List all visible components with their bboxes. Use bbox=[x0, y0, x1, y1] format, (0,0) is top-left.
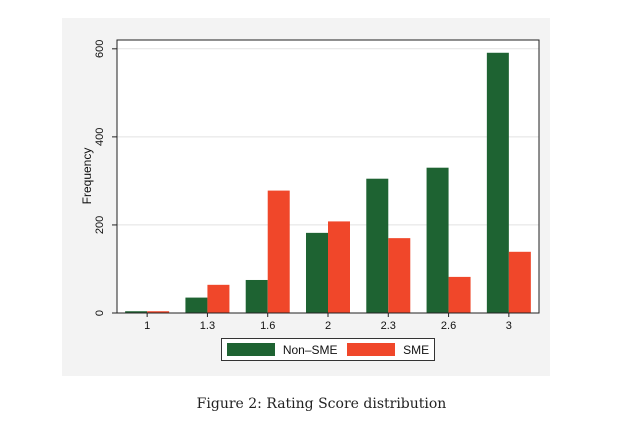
bars bbox=[125, 52, 531, 314]
legend: Non–SME SME bbox=[221, 338, 435, 361]
x-tick-label: 2 bbox=[325, 320, 331, 332]
figure-caption: Figure 2: Rating Score distribution bbox=[196, 396, 447, 412]
bar-sme-1-6 bbox=[267, 190, 290, 313]
legend-swatch-sme bbox=[347, 343, 396, 356]
x-tick-label: 1.3 bbox=[200, 320, 215, 332]
legend-item-sme: SME bbox=[347, 343, 429, 357]
legend-swatch-non-sme bbox=[226, 343, 275, 356]
bar-non-sme-3 bbox=[486, 52, 509, 314]
bar-non-sme-2-3 bbox=[366, 178, 389, 313]
bar-sme-3 bbox=[508, 251, 531, 313]
x-tick-label: 2.6 bbox=[441, 320, 456, 332]
bar-non-sme-1-6 bbox=[245, 279, 268, 313]
x-tick-label: 3 bbox=[506, 320, 512, 332]
y-tick-label: 600 bbox=[94, 40, 106, 58]
y-tick-label: 200 bbox=[94, 216, 106, 234]
bar-non-sme-1-3 bbox=[185, 297, 208, 313]
y-tick-label: 400 bbox=[94, 128, 106, 146]
bar-sme-2-6 bbox=[448, 276, 471, 313]
x-tick-label: 1.6 bbox=[260, 320, 275, 332]
bar-non-sme-2-6 bbox=[426, 167, 449, 313]
bar-non-sme-2 bbox=[306, 232, 328, 313]
bar-sme-1 bbox=[147, 311, 170, 313]
legend-item-non-sme: Non–SME bbox=[226, 342, 338, 357]
legend-label-sme: SME bbox=[403, 342, 430, 357]
axes: 0 200 400 600 1 1.3 1.6 2 2.3 2.6 3 bbox=[94, 40, 512, 332]
bar-sme-1-3 bbox=[207, 284, 230, 313]
bar-non-sme-1 bbox=[125, 311, 148, 313]
bar-sme-2-3 bbox=[388, 238, 411, 313]
bar-sme-2 bbox=[328, 221, 350, 313]
x-tick-label: 1 bbox=[144, 320, 150, 332]
y-axis-label: Frequency bbox=[80, 148, 94, 205]
x-tick-label: 2.3 bbox=[381, 320, 396, 332]
y-tick-label: 0 bbox=[94, 310, 106, 316]
legend-label-non-sme: Non–SME bbox=[282, 342, 338, 357]
